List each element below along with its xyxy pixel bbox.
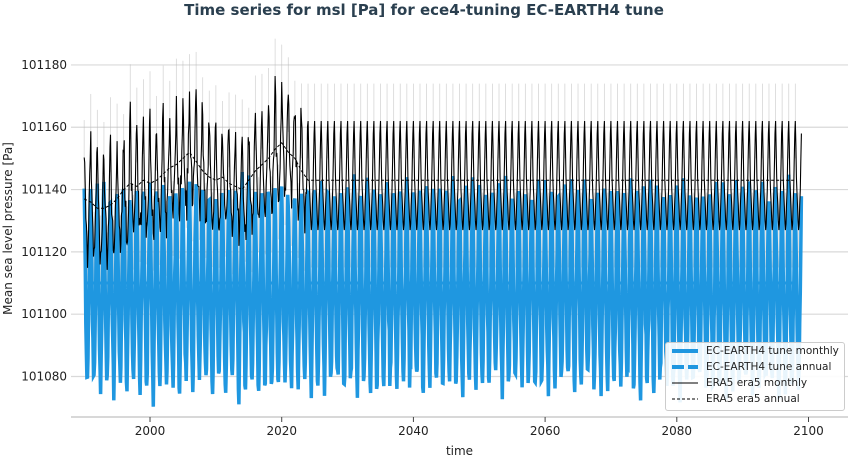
- legend-swatch: [672, 349, 698, 353]
- legend-swatch: [672, 365, 698, 369]
- y-tick-label: 101140: [21, 183, 67, 197]
- x-tick-label: 2020: [266, 424, 297, 438]
- x-tick-label: 2100: [793, 424, 824, 438]
- x-tick-label: 2000: [135, 424, 166, 438]
- legend-item-ece-monthly: EC-EARTH4 tune monthly: [666, 343, 844, 359]
- y-tick-label: 101080: [21, 369, 67, 383]
- legend-label: EC-EARTH4 tune annual: [706, 361, 832, 373]
- legend-label: ERA5 era5 monthly: [706, 377, 808, 389]
- legend-label: ERA5 era5 annual: [706, 393, 800, 405]
- legend-item-era5-annual: ERA5 era5 annual: [666, 391, 844, 407]
- legend-label: EC-EARTH4 tune monthly: [706, 345, 839, 357]
- legend-item-era5-monthly: ERA5 era5 monthly: [666, 375, 844, 391]
- series-era5-monthly: [83, 75, 802, 270]
- y-tick-label: 101100: [21, 307, 67, 321]
- series-era5-annual: [83, 142, 796, 209]
- legend: EC-EARTH4 tune monthly EC-EARTH4 tune an…: [665, 342, 845, 411]
- x-axis-label: time: [446, 444, 473, 457]
- x-tick-label: 2060: [530, 424, 561, 438]
- x-tick-label: 2040: [398, 424, 429, 438]
- series-ece-monthly: [82, 171, 804, 407]
- y-tick-label: 101120: [21, 245, 67, 259]
- legend-swatch: [672, 398, 698, 400]
- chart-title: Time series for msl [Pa] for ece4-tuning…: [184, 1, 664, 19]
- y-axis-label: Mean sea level pressure [Pa]: [1, 142, 15, 315]
- x-tick-label: 2080: [662, 424, 693, 438]
- legend-swatch: [672, 382, 698, 384]
- y-tick-label: 101160: [21, 120, 67, 134]
- y-tick-label: 101180: [21, 58, 67, 72]
- legend-item-ece-annual: EC-EARTH4 tune annual: [666, 359, 844, 375]
